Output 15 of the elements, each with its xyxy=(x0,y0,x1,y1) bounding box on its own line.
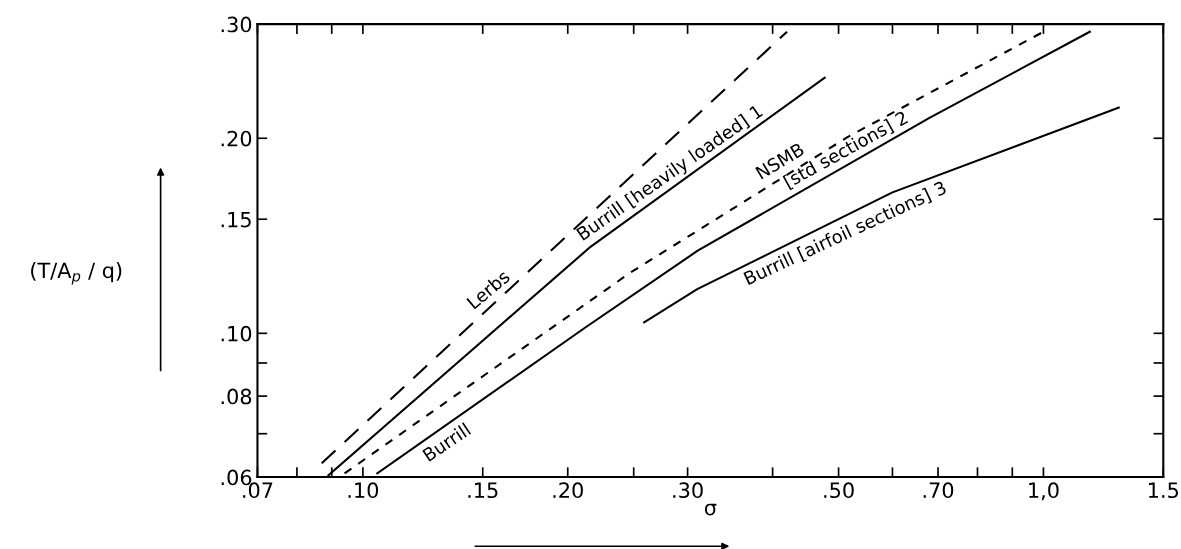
x-tick-label: 1.5 xyxy=(1149,482,1179,499)
y-axis-title: (T/A$_{p}$ / q) xyxy=(31,262,122,285)
x-axis-title: σ xyxy=(704,503,717,516)
y-tick-label: .08 xyxy=(221,388,252,405)
x-tick-label: 1,0 xyxy=(1029,482,1059,501)
x-tick-label: .30 xyxy=(673,482,703,499)
y-tick-label: .30 xyxy=(221,16,252,33)
y-tick-label: .10 xyxy=(221,325,252,342)
x-tick-label: .10 xyxy=(348,482,379,499)
y-tick-label: .20 xyxy=(221,130,252,147)
x-tick-label: .70 xyxy=(923,482,954,499)
y-tick-label: .15 xyxy=(221,211,251,228)
x-tick-label: .15 xyxy=(468,482,498,499)
x-tick-label: .20 xyxy=(553,482,583,499)
x-tick-label: .50 xyxy=(824,482,854,499)
